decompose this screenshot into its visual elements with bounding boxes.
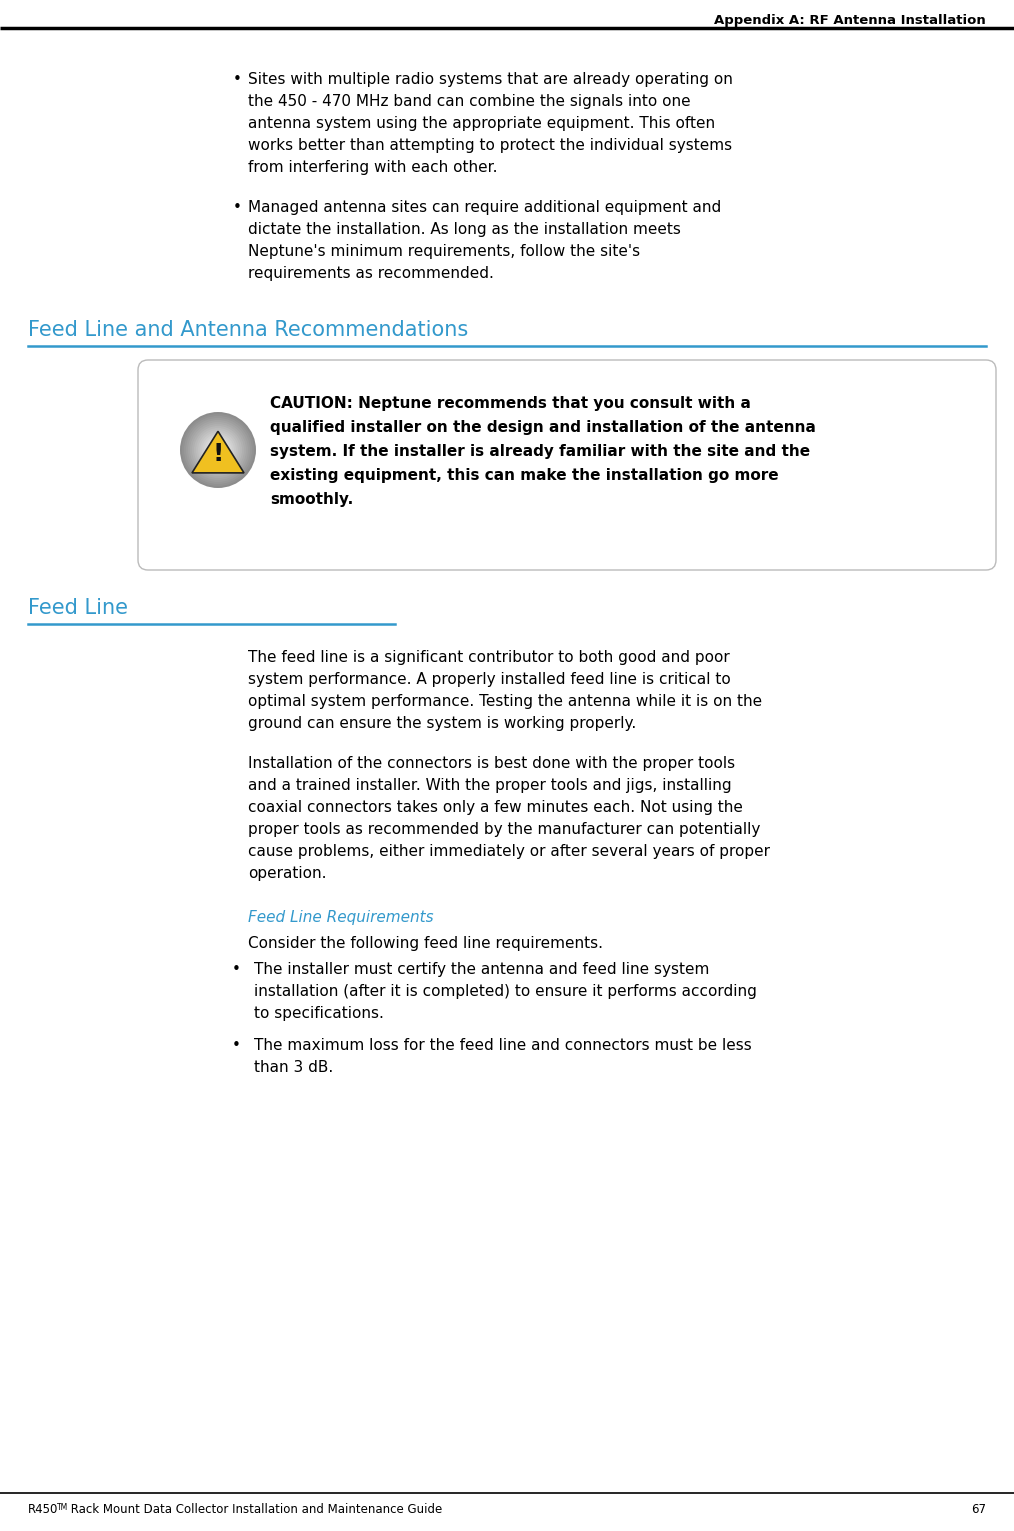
Ellipse shape xyxy=(188,419,248,481)
Text: proper tools as recommended by the manufacturer can potentially: proper tools as recommended by the manuf… xyxy=(248,822,760,837)
Text: Feed Line and Antenna Recommendations: Feed Line and Antenna Recommendations xyxy=(28,320,468,340)
Text: 67: 67 xyxy=(971,1503,986,1516)
Ellipse shape xyxy=(204,436,232,464)
Text: !: ! xyxy=(212,442,224,465)
Text: existing equipment, this can make the installation go more: existing equipment, this can make the in… xyxy=(270,468,779,482)
Text: requirements as recommended.: requirements as recommended. xyxy=(248,266,494,282)
Text: smoothly.: smoothly. xyxy=(270,491,353,507)
Ellipse shape xyxy=(198,430,238,470)
Text: ground can ensure the system is working properly.: ground can ensure the system is working … xyxy=(248,717,636,730)
Text: CAUTION: Neptune recommends that you consult with a: CAUTION: Neptune recommends that you con… xyxy=(270,397,751,410)
Text: Installation of the connectors is best done with the proper tools: Installation of the connectors is best d… xyxy=(248,756,735,772)
Text: system performance. A properly installed feed line is critical to: system performance. A properly installed… xyxy=(248,672,731,687)
Ellipse shape xyxy=(180,412,256,488)
Ellipse shape xyxy=(186,418,250,482)
Text: Appendix A: RF Antenna Installation: Appendix A: RF Antenna Installation xyxy=(714,14,986,28)
Text: antenna system using the appropriate equipment. This often: antenna system using the appropriate equ… xyxy=(248,116,715,132)
Ellipse shape xyxy=(194,426,242,475)
Text: Consider the following feed line requirements.: Consider the following feed line require… xyxy=(248,935,603,951)
Text: system. If the installer is already familiar with the site and the: system. If the installer is already fami… xyxy=(270,444,810,459)
Ellipse shape xyxy=(184,416,252,484)
Text: installation (after it is completed) to ensure it performs according: installation (after it is completed) to … xyxy=(254,984,756,1000)
Ellipse shape xyxy=(190,423,246,478)
Polygon shape xyxy=(192,432,244,473)
Text: coaxial connectors takes only a few minutes each. Not using the: coaxial connectors takes only a few minu… xyxy=(248,801,743,814)
Text: TM: TM xyxy=(57,1503,68,1513)
Text: R450: R450 xyxy=(28,1503,59,1516)
Text: and a trained installer. With the proper tools and jigs, installing: and a trained installer. With the proper… xyxy=(248,778,732,793)
Ellipse shape xyxy=(202,433,234,465)
Ellipse shape xyxy=(182,413,254,485)
Text: Rack Mount Data Collector Installation and Maintenance Guide: Rack Mount Data Collector Installation a… xyxy=(67,1503,442,1516)
Ellipse shape xyxy=(206,438,230,462)
Text: The installer must certify the antenna and feed line system: The installer must certify the antenna a… xyxy=(254,961,710,977)
Text: Neptune's minimum requirements, follow the site's: Neptune's minimum requirements, follow t… xyxy=(248,243,640,259)
Ellipse shape xyxy=(192,424,244,476)
Text: operation.: operation. xyxy=(248,867,327,880)
Text: than 3 dB.: than 3 dB. xyxy=(254,1059,334,1075)
Text: Feed Line: Feed Line xyxy=(28,599,128,619)
Text: Sites with multiple radio systems that are already operating on: Sites with multiple radio systems that a… xyxy=(248,72,733,87)
Text: works better than attempting to protect the individual systems: works better than attempting to protect … xyxy=(248,138,732,153)
Text: •: • xyxy=(233,201,242,214)
FancyBboxPatch shape xyxy=(138,360,996,570)
Text: qualified installer on the design and installation of the antenna: qualified installer on the design and in… xyxy=(270,419,816,435)
Text: optimal system performance. Testing the antenna while it is on the: optimal system performance. Testing the … xyxy=(248,694,763,709)
Ellipse shape xyxy=(200,432,236,468)
Ellipse shape xyxy=(208,439,228,459)
Ellipse shape xyxy=(216,449,220,452)
Text: •: • xyxy=(232,1038,241,1053)
Text: to specifications.: to specifications. xyxy=(254,1006,384,1021)
Text: •: • xyxy=(232,961,241,977)
Text: The maximum loss for the feed line and connectors must be less: The maximum loss for the feed line and c… xyxy=(254,1038,751,1053)
Text: cause problems, either immediately or after several years of proper: cause problems, either immediately or af… xyxy=(248,844,770,859)
Text: The feed line is a significant contributor to both good and poor: The feed line is a significant contribut… xyxy=(248,651,730,664)
Text: the 450 - 470 MHz band can combine the signals into one: the 450 - 470 MHz band can combine the s… xyxy=(248,93,691,109)
Ellipse shape xyxy=(214,446,222,455)
Text: Feed Line Requirements: Feed Line Requirements xyxy=(248,909,434,925)
Ellipse shape xyxy=(210,442,226,458)
Text: dictate the installation. As long as the installation meets: dictate the installation. As long as the… xyxy=(248,222,680,237)
Text: from interfering with each other.: from interfering with each other. xyxy=(248,161,498,175)
Text: •: • xyxy=(233,72,242,87)
Ellipse shape xyxy=(212,444,224,456)
Ellipse shape xyxy=(196,429,240,472)
Text: Managed antenna sites can require additional equipment and: Managed antenna sites can require additi… xyxy=(248,201,721,214)
